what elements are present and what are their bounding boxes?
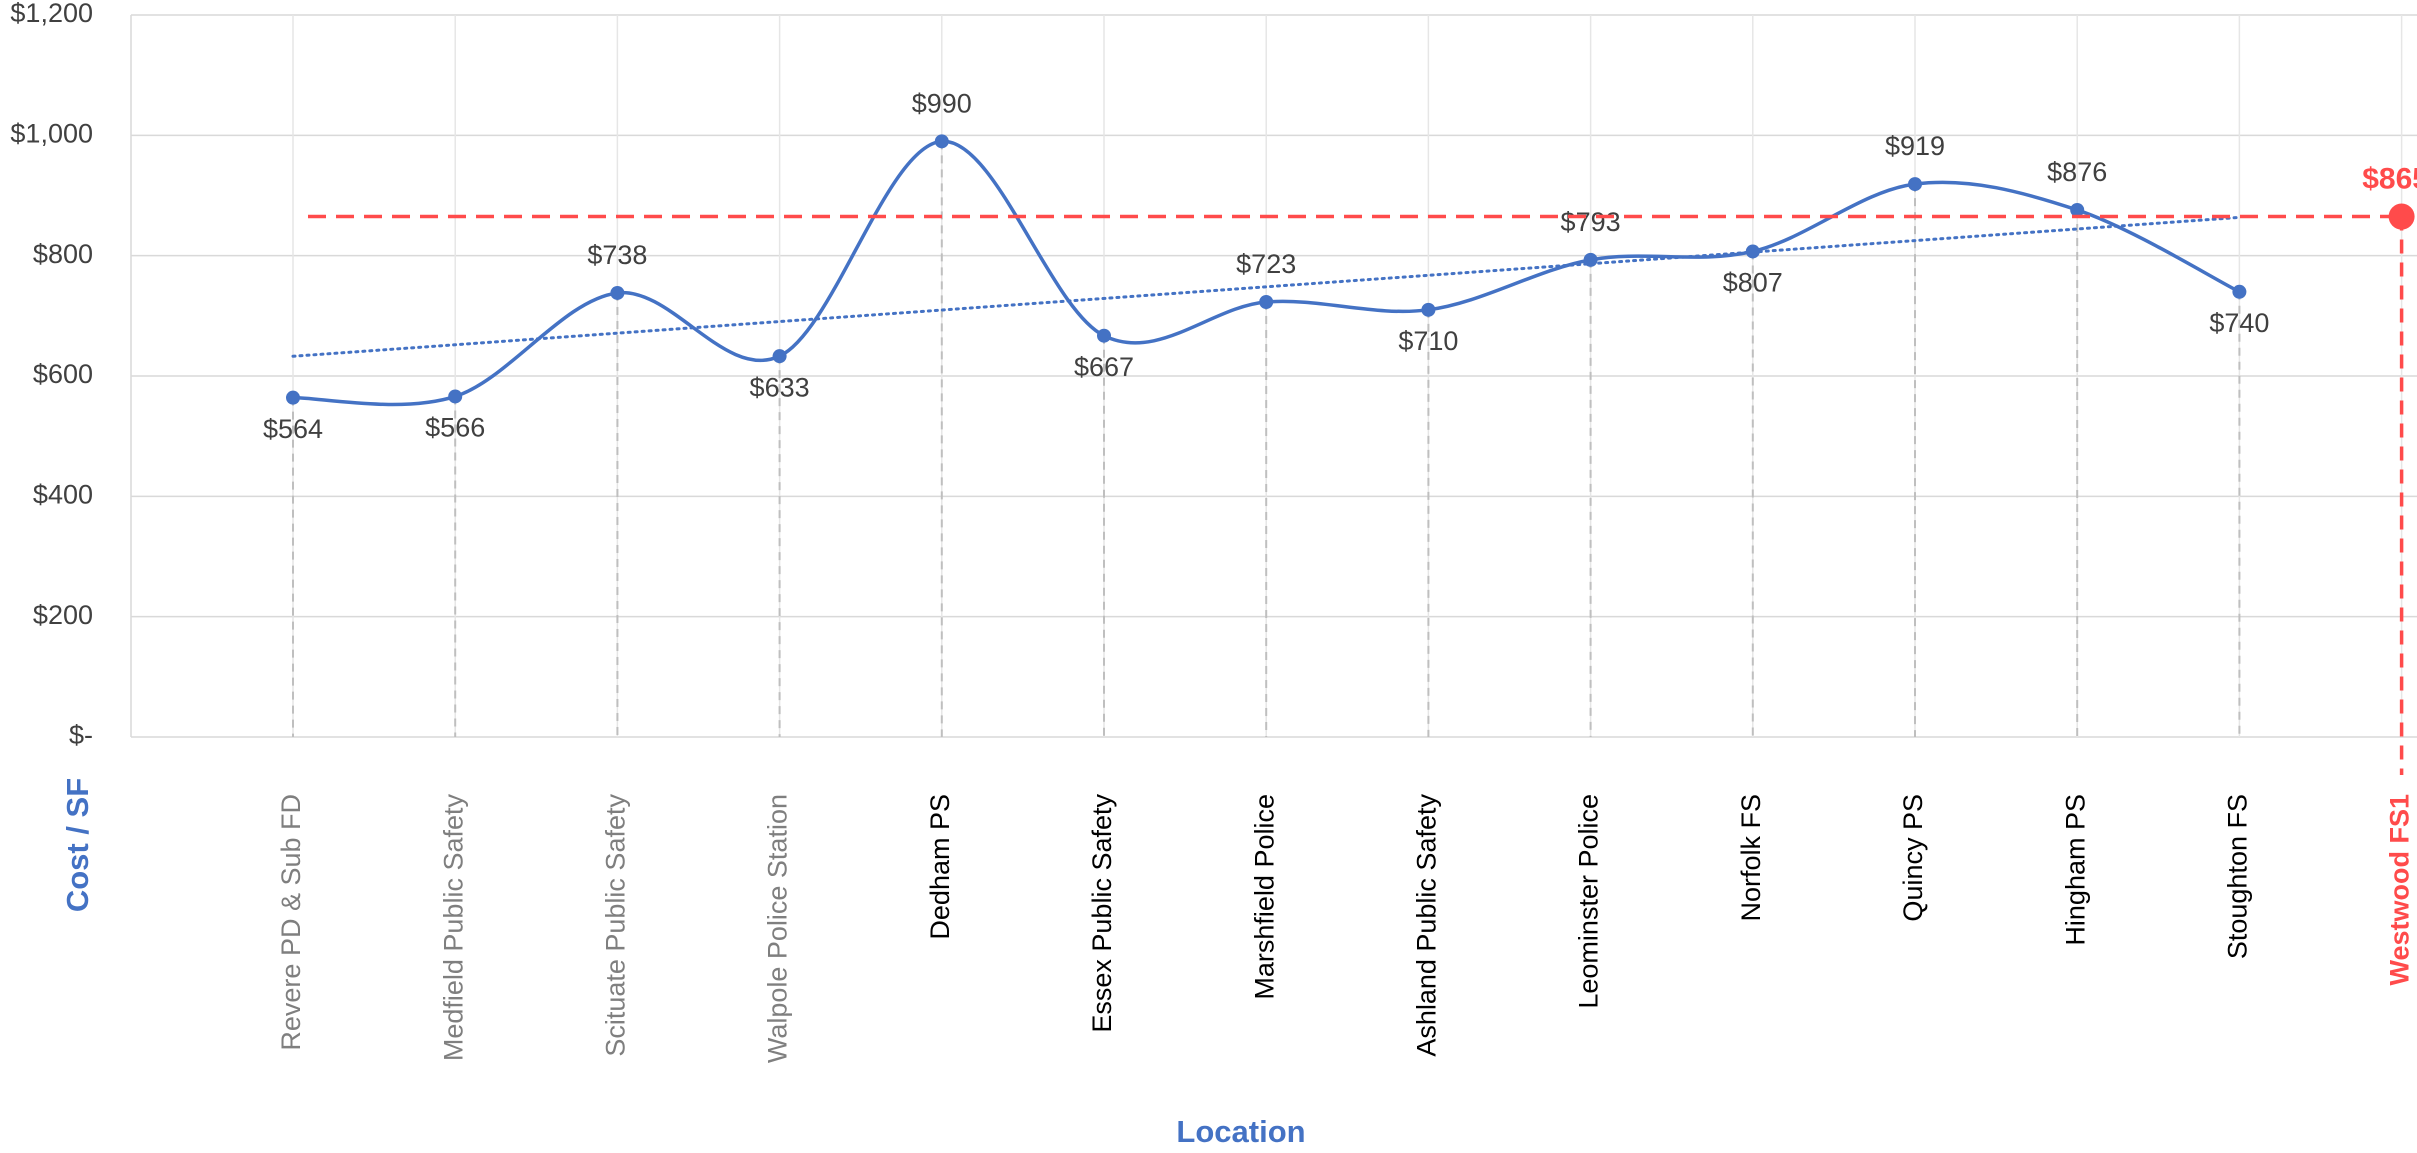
data-label: $919 bbox=[1885, 131, 1945, 161]
point bbox=[1745, 244, 1760, 259]
x-tick-label: Quincy PS bbox=[1898, 794, 1928, 922]
data-label: $876 bbox=[2047, 157, 2107, 187]
data-label: $793 bbox=[1561, 207, 1621, 237]
data-label: $566 bbox=[425, 413, 485, 443]
point bbox=[2070, 202, 2085, 217]
y-tick-label: $1,000 bbox=[10, 118, 93, 148]
data-label: $740 bbox=[2209, 308, 2269, 338]
y-tick-label: $200 bbox=[33, 600, 93, 630]
x-tick-label: Westwood FS1 bbox=[2385, 794, 2415, 986]
point bbox=[1583, 252, 1598, 267]
data-label: $990 bbox=[912, 88, 972, 118]
x-tick-label: Essex Public Safety bbox=[1087, 794, 1117, 1033]
y-tick-label: $1,200 bbox=[10, 0, 93, 28]
y-tick-label: $400 bbox=[33, 479, 93, 509]
x-tick-label: Revere PD & Sub FD bbox=[276, 794, 306, 1051]
highlight-label: $865 bbox=[2362, 162, 2417, 195]
data-label: $667 bbox=[1074, 352, 1134, 382]
point bbox=[1421, 302, 1436, 317]
x-tick-label: Ashland Public Safety bbox=[1412, 794, 1442, 1057]
x-tick-label: Hingham PS bbox=[2060, 794, 2090, 946]
data-label: $710 bbox=[1398, 326, 1458, 356]
point bbox=[448, 389, 463, 404]
data-label: $723 bbox=[1236, 249, 1296, 279]
point bbox=[934, 134, 949, 149]
x-tick-label: Marshfield Police bbox=[1249, 794, 1279, 1000]
point bbox=[2232, 284, 2247, 299]
x-tick-label: Norfolk FS bbox=[1736, 794, 1766, 922]
point bbox=[772, 349, 787, 364]
point bbox=[610, 285, 625, 300]
data-label: $738 bbox=[587, 240, 647, 270]
data-label: $633 bbox=[750, 372, 810, 402]
data-label: $564 bbox=[263, 414, 323, 444]
x-tick-label: Stoughton FS bbox=[2223, 794, 2253, 959]
x-tick-label: Dedham PS bbox=[925, 794, 955, 940]
x-tick-label: Leominster Police bbox=[1574, 794, 1604, 1009]
point bbox=[1259, 294, 1274, 309]
highlight-point bbox=[2388, 203, 2415, 230]
y-axis-title: Cost / SF bbox=[60, 778, 95, 912]
point bbox=[1908, 177, 1922, 192]
x-tick-label: Medfield Public Safety bbox=[438, 794, 468, 1062]
x-tick-label: Scituate Public Safety bbox=[601, 794, 631, 1057]
x-tick-label: Walpole Police Station bbox=[763, 794, 793, 1063]
point bbox=[286, 390, 300, 405]
y-tick-label: $600 bbox=[33, 359, 93, 389]
x-axis-title: Location bbox=[1176, 1114, 1305, 1149]
point bbox=[1097, 328, 1111, 343]
y-tick-label: $800 bbox=[33, 239, 93, 269]
trendline bbox=[291, 215, 2241, 358]
data-label: $807 bbox=[1723, 268, 1783, 298]
y-tick-label: $- bbox=[69, 720, 93, 750]
